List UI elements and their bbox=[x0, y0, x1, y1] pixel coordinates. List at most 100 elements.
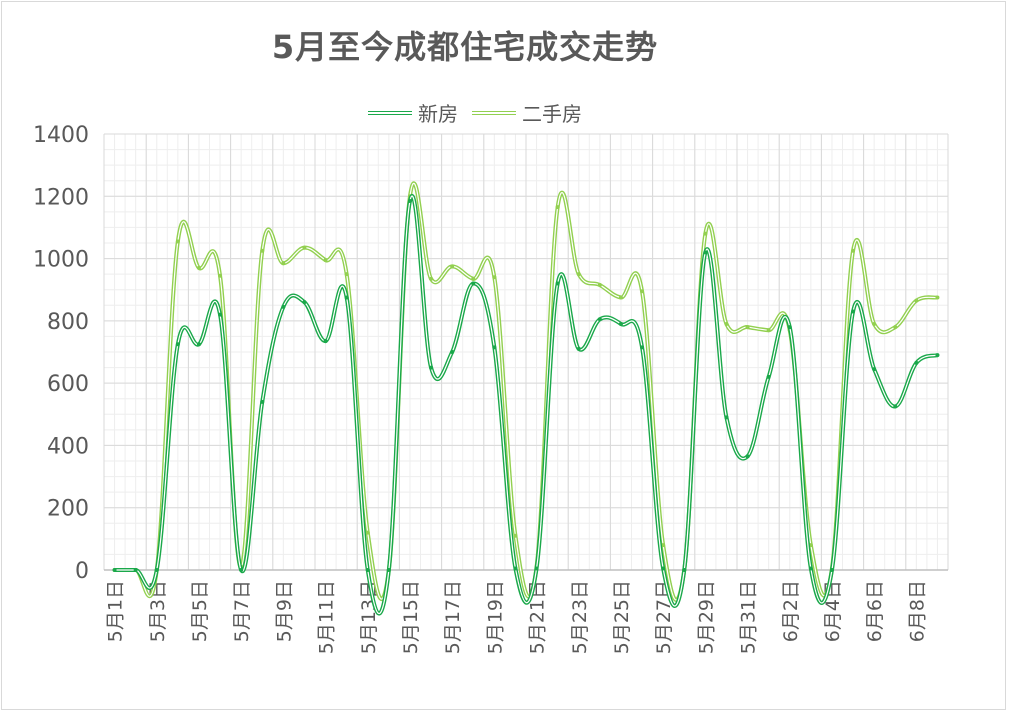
data-point-new-homes bbox=[745, 454, 750, 459]
data-point-new-homes bbox=[513, 566, 518, 571]
x-tick-label: 5月1日 bbox=[105, 580, 127, 642]
data-point-resale-homes bbox=[618, 295, 623, 300]
x-tick-label: 6月2日 bbox=[780, 580, 802, 642]
data-point-new-homes bbox=[260, 399, 265, 404]
data-point-resale-homes bbox=[745, 325, 750, 330]
x-tick-label: 5月17日 bbox=[442, 580, 464, 654]
data-point-new-homes bbox=[703, 250, 708, 255]
data-point-new-homes bbox=[534, 566, 539, 571]
legend-label-new-homes: 新房 bbox=[418, 102, 458, 126]
data-point-resale-homes bbox=[893, 325, 898, 330]
data-point-resale-homes bbox=[851, 248, 856, 253]
data-point-new-homes bbox=[386, 568, 391, 572]
data-point-new-homes bbox=[766, 374, 771, 379]
data-point-new-homes bbox=[471, 281, 476, 286]
data-point-resale-homes bbox=[302, 245, 307, 250]
data-point-new-homes bbox=[682, 568, 687, 572]
data-point-new-homes bbox=[851, 309, 856, 314]
data-point-new-homes bbox=[450, 350, 455, 354]
data-point-new-homes bbox=[133, 568, 138, 572]
data-point-new-homes bbox=[576, 346, 581, 351]
data-point-new-homes bbox=[872, 367, 877, 372]
x-tick-label: 6月6日 bbox=[864, 580, 886, 642]
y-tick-label: 1000 bbox=[33, 248, 89, 273]
data-point-new-homes bbox=[492, 345, 497, 350]
x-tick-label: 5月7日 bbox=[231, 580, 253, 642]
data-point-new-homes bbox=[112, 568, 117, 572]
y-tick-label: 1200 bbox=[33, 185, 89, 210]
x-tick-label: 5月23日 bbox=[569, 580, 591, 654]
data-point-new-homes bbox=[365, 568, 370, 572]
data-point-new-homes bbox=[787, 325, 792, 330]
x-tick-label: 5月31日 bbox=[738, 580, 760, 654]
data-point-new-homes bbox=[239, 568, 244, 572]
data-point-resale-homes bbox=[196, 265, 201, 270]
data-point-resale-homes bbox=[872, 321, 877, 326]
data-point-resale-homes bbox=[935, 295, 940, 300]
data-point-resale-homes bbox=[323, 258, 328, 263]
data-point-resale-homes bbox=[471, 276, 476, 281]
data-point-resale-homes bbox=[492, 275, 497, 280]
data-point-resale-homes bbox=[365, 530, 370, 535]
data-point-resale-homes bbox=[513, 533, 518, 538]
data-point-new-homes bbox=[323, 339, 328, 344]
data-point-new-homes bbox=[935, 353, 940, 358]
data-point-resale-homes bbox=[218, 273, 223, 278]
data-point-resale-homes bbox=[260, 248, 265, 253]
x-tick-label: 5月25日 bbox=[611, 580, 633, 654]
data-point-new-homes bbox=[175, 342, 180, 347]
y-tick-label: 600 bbox=[47, 372, 89, 397]
data-point-resale-homes bbox=[281, 261, 286, 266]
data-point-new-homes bbox=[808, 566, 813, 571]
x-tick-label: 5月11日 bbox=[316, 580, 338, 654]
x-tick-label: 5月5日 bbox=[189, 580, 211, 642]
data-point-resale-homes bbox=[703, 231, 708, 236]
data-point-resale-homes bbox=[724, 321, 729, 326]
x-tick-label: 5月19日 bbox=[484, 580, 506, 654]
x-tick-label: 5月15日 bbox=[400, 580, 422, 654]
y-tick-label: 0 bbox=[75, 559, 89, 584]
data-point-new-homes bbox=[218, 312, 223, 317]
data-point-resale-homes bbox=[640, 289, 645, 294]
data-point-new-homes bbox=[829, 568, 834, 572]
legend-swatch-resale-homes bbox=[472, 110, 516, 115]
x-tick-label: 5月29日 bbox=[695, 580, 717, 654]
legend-label-resale-homes: 二手房 bbox=[522, 102, 582, 126]
data-point-new-homes bbox=[154, 568, 159, 572]
y-tick-label: 800 bbox=[47, 310, 89, 335]
x-tick-label: 5月21日 bbox=[527, 580, 549, 654]
data-point-new-homes bbox=[893, 404, 898, 409]
data-point-new-homes bbox=[724, 415, 729, 420]
data-point-new-homes bbox=[407, 198, 412, 203]
data-point-resale-homes bbox=[450, 264, 455, 269]
data-point-new-homes bbox=[914, 360, 919, 365]
chart-title: 5月至今成都住宅成交走势 bbox=[271, 28, 659, 66]
data-point-new-homes bbox=[281, 304, 286, 309]
x-tick-label: 5月9日 bbox=[273, 580, 295, 642]
data-point-resale-homes bbox=[429, 276, 434, 281]
data-point-new-homes bbox=[196, 342, 201, 347]
data-point-new-homes bbox=[302, 300, 307, 305]
y-tick-label: 400 bbox=[47, 434, 89, 459]
legend-swatch-new-homes bbox=[368, 110, 412, 115]
data-point-resale-homes bbox=[914, 298, 919, 303]
x-tick-label: 6月4日 bbox=[822, 580, 844, 642]
data-point-new-homes bbox=[618, 321, 623, 326]
y-tick-label: 200 bbox=[47, 497, 89, 522]
x-tick-label: 6月8日 bbox=[906, 580, 928, 642]
data-point-new-homes bbox=[429, 365, 434, 370]
data-point-new-homes bbox=[555, 281, 560, 286]
data-point-resale-homes bbox=[597, 283, 602, 288]
data-point-resale-homes bbox=[555, 205, 560, 210]
data-point-resale-homes bbox=[175, 239, 180, 244]
data-point-new-homes bbox=[640, 345, 645, 350]
legend-item-resale-homes: 二手房 bbox=[472, 98, 582, 127]
data-point-new-homes bbox=[597, 317, 602, 322]
data-point-resale-homes bbox=[344, 272, 349, 277]
data-point-resale-homes bbox=[766, 328, 771, 333]
y-tick-label: 1400 bbox=[33, 123, 89, 148]
data-point-new-homes bbox=[344, 295, 349, 300]
legend-item-new-homes: 新房 bbox=[368, 98, 458, 127]
series-line-new-homes-inner bbox=[114, 195, 938, 614]
